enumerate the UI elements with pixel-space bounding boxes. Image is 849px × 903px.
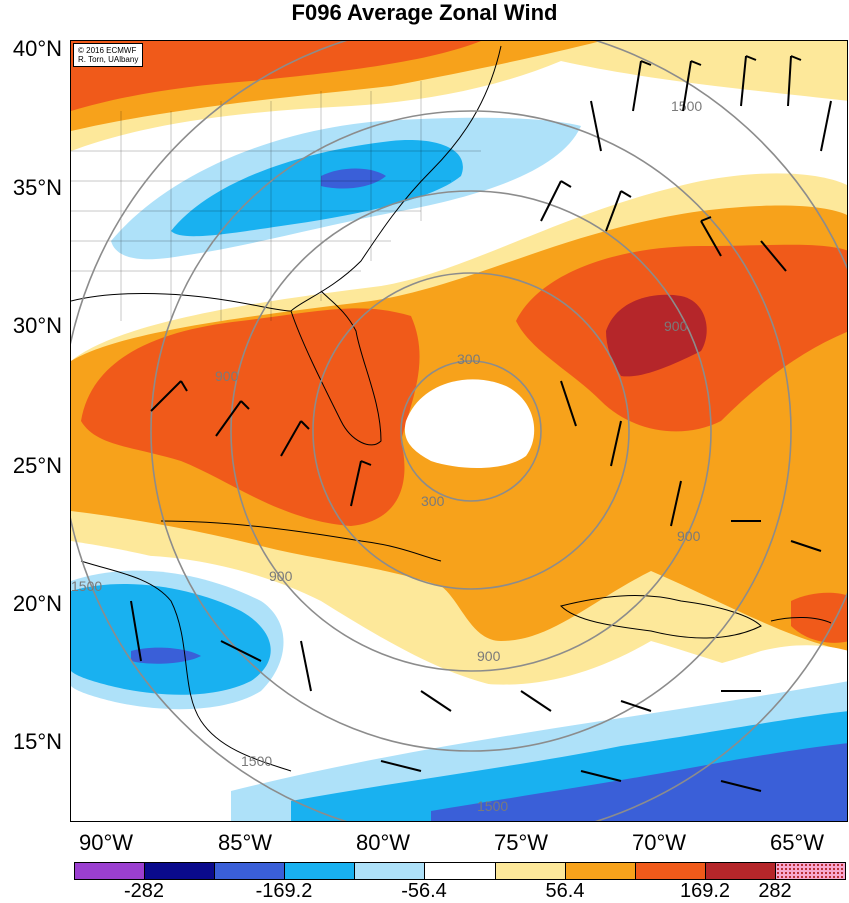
lon-label-90w: 90°W: [78, 830, 134, 855]
contour-label-900-w: 900: [215, 368, 239, 384]
wind-barb: [220, 640, 262, 662]
colorbar-swatch: [75, 863, 146, 879]
wind-barb: [682, 60, 702, 112]
wind-barb: [150, 380, 188, 412]
colorbar-swatch: [355, 863, 426, 879]
wind-barb: [590, 100, 602, 152]
contour-label-1500-s: 1500: [477, 798, 508, 814]
coastlines: [71, 45, 832, 772]
colorbar-swatch: [285, 863, 356, 879]
colorbar-label: 169.2: [679, 880, 731, 902]
range-labels: 1500 900 300 900 900 300 900 900 1500 15…: [71, 98, 702, 814]
colorbar-swatch: [145, 863, 216, 879]
lat-label-15n: 15°N: [12, 729, 62, 754]
contour-label-1500-ne: 1500: [671, 98, 702, 114]
cuba-outline: [160, 520, 442, 562]
lat-label-20n: 20°N: [12, 591, 62, 616]
wind-barb: [620, 700, 652, 712]
wind-barb: [420, 690, 452, 712]
wind-barb: [720, 780, 762, 792]
wind-barb: [787, 55, 802, 107]
copyright-line-1: © 2016 ECMWF: [78, 46, 137, 55]
map-title: F096 Average Zonal Wind: [291, 0, 558, 25]
wind-barb: [790, 540, 822, 552]
wind-barb: [760, 240, 787, 272]
wind-barb: [605, 190, 632, 232]
range-ring-1500-a: [150, 110, 792, 752]
us-east-coast: [290, 45, 502, 446]
lon-label-80w: 80°W: [355, 830, 411, 855]
colorbar-swatch: [425, 863, 496, 879]
shade-center-white: [404, 379, 535, 468]
wind-barbs: [130, 55, 832, 792]
wind-barb: [560, 380, 577, 427]
lon-label-75w: 75°W: [493, 830, 549, 855]
colorbar-swatch: [635, 863, 706, 879]
puerto-rico-outline: [770, 617, 832, 624]
central-america-coast: [80, 560, 292, 772]
wind-barb: [580, 770, 622, 782]
shade-blue-caribbean: [71, 583, 271, 695]
contour-label-900-sw: 900: [269, 568, 293, 584]
shade-blue-mid-south: [431, 743, 847, 821]
wind-barb: [632, 60, 652, 112]
lat-label-40n: 40°N: [12, 36, 62, 61]
colorbar: [74, 862, 846, 880]
range-ring-900-a: [312, 272, 630, 590]
wind-barb: [280, 420, 310, 457]
copyright-line-2: R. Torn, UAlbany: [78, 55, 139, 64]
range-ring-300: [400, 360, 542, 502]
lat-label-25n: 25°N: [12, 453, 62, 478]
contour-label-1500-sw: 1500: [241, 753, 272, 769]
contour-label-900-e: 900: [664, 318, 688, 334]
range-rings: [71, 41, 847, 821]
lat-label-30n: 30°N: [12, 313, 62, 338]
shade-red-east: [791, 592, 847, 643]
wind-barb: [130, 600, 142, 662]
map-panel: 1500 900 300 900 900 300 900 900 1500 15…: [70, 40, 848, 822]
contour-label-300-n: 300: [457, 351, 481, 367]
shade-blue-dark-caribbean: [131, 647, 201, 664]
wind-barb: [300, 640, 312, 692]
wind-barb: [520, 690, 552, 712]
wind-barb: [610, 420, 622, 467]
range-ring-900-b: [230, 190, 712, 672]
contour-label-300-s: 300: [421, 493, 445, 509]
gulf-coast: [71, 293, 292, 312]
colorbar-swatch: [775, 863, 846, 879]
shade-south-white: [71, 555, 847, 727]
shade-north-red: [71, 41, 481, 111]
wind-barb: [700, 216, 722, 257]
colorbar-swatch: [565, 863, 636, 879]
colorbar-label: 56.4: [545, 880, 585, 902]
wind-barb: [670, 480, 682, 527]
contour-label-900-se: 900: [677, 528, 701, 544]
wind-barb: [740, 55, 757, 107]
colorbar-label: -169.2: [255, 880, 313, 902]
colorbar-label: -282: [123, 880, 165, 902]
colorbar-swatch: [495, 863, 566, 879]
shade-blue-dark-north: [321, 168, 386, 189]
colorbar-label: 282: [758, 880, 792, 902]
shade-red-gulf: [81, 308, 420, 526]
lon-label-65w: 65°W: [769, 830, 825, 855]
hispaniola-outline: [560, 595, 762, 639]
wind-barb: [215, 400, 250, 437]
wind-barb: [540, 180, 572, 222]
lon-label-70w: 70°W: [631, 830, 687, 855]
zonal-wind-map: 1500 900 300 900 900 300 900 900 1500 15…: [71, 41, 847, 821]
wind-barb: [380, 760, 422, 772]
colorbar-label: -56.4: [401, 880, 447, 902]
shade-blue-north: [171, 140, 463, 237]
wind-barb: [820, 100, 832, 152]
colorbar-swatch: [215, 863, 286, 879]
contour-label-900-s: 900: [477, 648, 501, 664]
copyright-box: © 2016 ECMWF R. Torn, UAlbany: [73, 43, 144, 67]
lat-label-35n: 35°N: [12, 175, 62, 200]
contour-label-1500-w: 1500: [71, 578, 102, 594]
colorbar-swatch: [705, 863, 776, 879]
wind-barb: [350, 460, 372, 507]
lon-label-85w: 85°W: [217, 830, 273, 855]
